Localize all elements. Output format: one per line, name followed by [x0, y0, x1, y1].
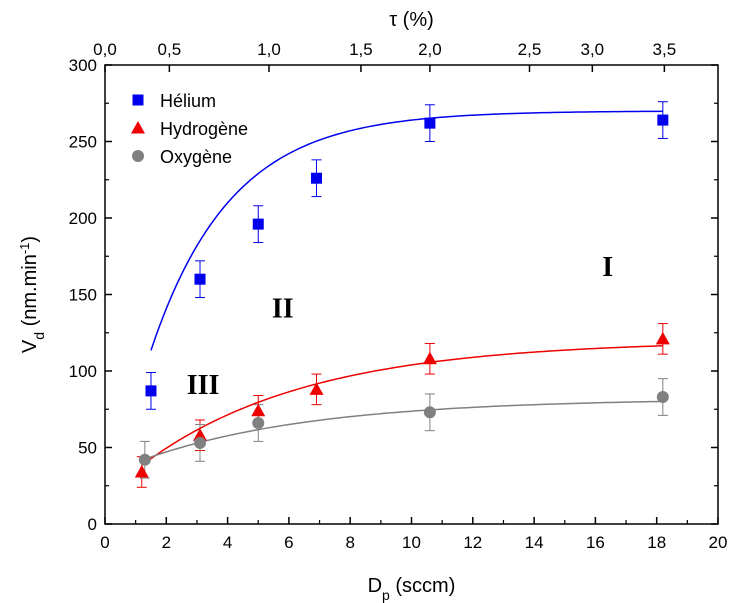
- x-tick-label: 16: [586, 533, 605, 552]
- point-triangle: [655, 331, 670, 345]
- point-triangle: [193, 428, 208, 441]
- x-top-tick-label: 0,0: [93, 40, 117, 59]
- point-square: [657, 114, 669, 126]
- legend-marker-square: [132, 94, 144, 106]
- y-tick-label: 150: [69, 286, 97, 305]
- legend-label-square: Hélium: [160, 91, 216, 111]
- y-tick-label: 250: [69, 133, 97, 152]
- x-top-tick-label: 2,5: [518, 40, 542, 59]
- point-triangle: [309, 382, 324, 395]
- fit-curves: [141, 110, 663, 466]
- x-axis-title: Dp (sccm): [368, 575, 456, 603]
- y-axis-title: Vd (nm.min-1): [17, 236, 48, 353]
- x-top-tick-label: 3,5: [653, 40, 677, 59]
- y-tick-label: 50: [78, 439, 97, 458]
- data-points: [134, 114, 670, 478]
- x-tick-label: 12: [463, 533, 482, 552]
- x-tick-label: 0: [100, 533, 109, 552]
- legend-marker-triangle: [131, 121, 145, 134]
- x-top-axis-title: τ (%): [389, 9, 434, 31]
- x-tick-label: 10: [402, 533, 421, 552]
- fit-curve-circle: [144, 400, 663, 460]
- x-tick-label: 2: [162, 533, 171, 552]
- fit-curve-triangle: [141, 345, 663, 466]
- x-tick-label: 6: [284, 533, 293, 552]
- y-tick-label: 300: [69, 56, 97, 75]
- point-square: [424, 117, 436, 129]
- fit-curve-square: [150, 110, 663, 351]
- x-top-tick-label: 0,5: [158, 40, 182, 59]
- region-label: III: [187, 370, 220, 401]
- legend-label-circle: Oxygène: [160, 147, 232, 167]
- point-circle: [194, 436, 207, 449]
- legend-marker-circle: [132, 150, 144, 162]
- x-tick-label: 20: [709, 533, 728, 552]
- point-circle: [252, 417, 265, 430]
- point-square: [252, 218, 264, 230]
- point-square: [194, 273, 206, 285]
- x-tick-label: 4: [223, 533, 232, 552]
- legend-label-triangle: Hydrogène: [160, 119, 248, 139]
- point-triangle: [422, 351, 437, 365]
- x-tick-label: 8: [345, 533, 354, 552]
- x-top-tick-label: 2,0: [418, 40, 442, 59]
- region-label: II: [272, 293, 294, 324]
- legend: Hélium Hydrogène Oxygène: [131, 91, 248, 167]
- x-top-tick-label: 3,0: [581, 40, 605, 59]
- x-tick-label: 14: [525, 533, 544, 552]
- point-triangle: [134, 464, 149, 478]
- x-top-tick-label: 1,0: [257, 40, 281, 59]
- point-square: [310, 172, 322, 184]
- point-circle: [423, 406, 436, 419]
- point-circle: [138, 453, 151, 466]
- x-tick-label: 18: [647, 533, 666, 552]
- point-circle: [656, 391, 669, 404]
- y-tick-label: 100: [69, 362, 97, 381]
- y-tick-label: 0: [88, 515, 97, 534]
- point-square: [145, 385, 157, 397]
- region-label: I: [602, 252, 613, 283]
- y-tick-label: 200: [69, 209, 97, 228]
- x-top-tick-label: 1,5: [349, 40, 373, 59]
- point-triangle: [251, 403, 266, 417]
